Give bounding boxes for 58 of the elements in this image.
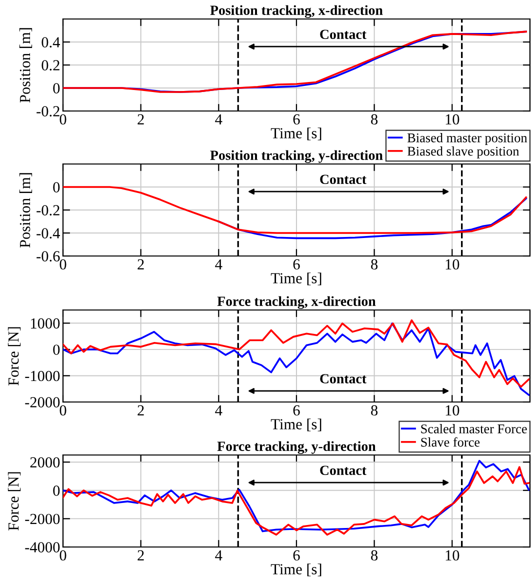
chart-title: Force tracking, y-direction bbox=[217, 441, 376, 454]
y-tick-label: -0.4 bbox=[36, 228, 60, 239]
legend-label: Scaled master Force bbox=[421, 424, 527, 434]
y-axis-title: Force [N] bbox=[8, 472, 21, 530]
legend-label: Biased slave position bbox=[407, 146, 520, 158]
x-axis-title: Time [s] bbox=[270, 564, 322, 576]
y-axis-title: Force [N] bbox=[8, 327, 21, 386]
x-tick-label: 6 bbox=[293, 114, 300, 125]
x-tick-label: 10 bbox=[446, 114, 460, 125]
y-tick-label: 0 bbox=[53, 83, 60, 94]
x-tick-label: 10 bbox=[446, 259, 460, 270]
x-tick-label: 4 bbox=[215, 114, 222, 124]
y-tick-label: -0.6 bbox=[36, 251, 60, 262]
y-tick-label: -0.2 bbox=[36, 106, 60, 117]
y-tick-label: 0.4 bbox=[42, 37, 60, 48]
y-tick-label: -0.2 bbox=[36, 205, 60, 216]
y-tick-label: 0 bbox=[53, 486, 60, 496]
legend-label: Slave force bbox=[421, 437, 480, 447]
y-tick-label: -1000 bbox=[25, 370, 60, 382]
x-tick-label: 4 bbox=[215, 259, 222, 270]
chart-title: Position tracking, x-direction bbox=[210, 5, 383, 18]
x-tick-label: 4 bbox=[215, 550, 222, 560]
y-tick-label: 0.2 bbox=[42, 60, 60, 71]
y-axis-title: Position [m] bbox=[19, 173, 32, 248]
x-axis-title: Time [s] bbox=[270, 272, 322, 286]
x-tick-label: 8 bbox=[371, 259, 378, 270]
x-tick-label: 10 bbox=[446, 405, 460, 416]
y-tick-label: -4000 bbox=[25, 542, 60, 552]
annotation: Contact bbox=[320, 174, 366, 184]
x-tick-label: 2 bbox=[138, 550, 144, 560]
line-series bbox=[63, 186, 527, 234]
x-tick-label: 8 bbox=[371, 405, 378, 416]
x-tick-label: 10 bbox=[446, 550, 460, 561]
x-axis-title: Time [s] bbox=[270, 128, 322, 140]
y-tick-label: 0 bbox=[53, 344, 60, 355]
x-tick-label: 4 bbox=[215, 405, 222, 416]
annotation: Contact bbox=[320, 30, 366, 40]
x-tick-label: 6 bbox=[293, 550, 300, 561]
x-tick-label: 6 bbox=[293, 405, 300, 416]
x-axis-title: Time [s] bbox=[270, 418, 322, 432]
y-tick-label: 2000 bbox=[30, 457, 60, 468]
y-tick-label: 1000 bbox=[31, 318, 60, 329]
y-tick-label: -2000 bbox=[25, 397, 60, 408]
x-tick-label: 2 bbox=[138, 259, 144, 270]
x-tick-label: 2 bbox=[138, 114, 144, 124]
x-tick-label: 2 bbox=[138, 405, 144, 416]
x-tick-label: 8 bbox=[371, 550, 378, 561]
legend-label: Biased master position bbox=[407, 133, 528, 146]
y-axis-title: Position [m] bbox=[19, 28, 32, 103]
x-tick-label: 8 bbox=[371, 114, 378, 125]
y-tick-label: 0 bbox=[53, 182, 60, 192]
line-series bbox=[63, 30, 527, 93]
annotation: Contact bbox=[320, 374, 366, 384]
x-tick-label: 6 bbox=[293, 259, 300, 270]
chart-title: Force tracking, x-direction bbox=[217, 296, 376, 309]
annotation: Contact bbox=[320, 466, 366, 476]
y-tick-label: -2000 bbox=[25, 514, 60, 524]
chart-title: Position tracking, y-direction bbox=[210, 150, 383, 163]
